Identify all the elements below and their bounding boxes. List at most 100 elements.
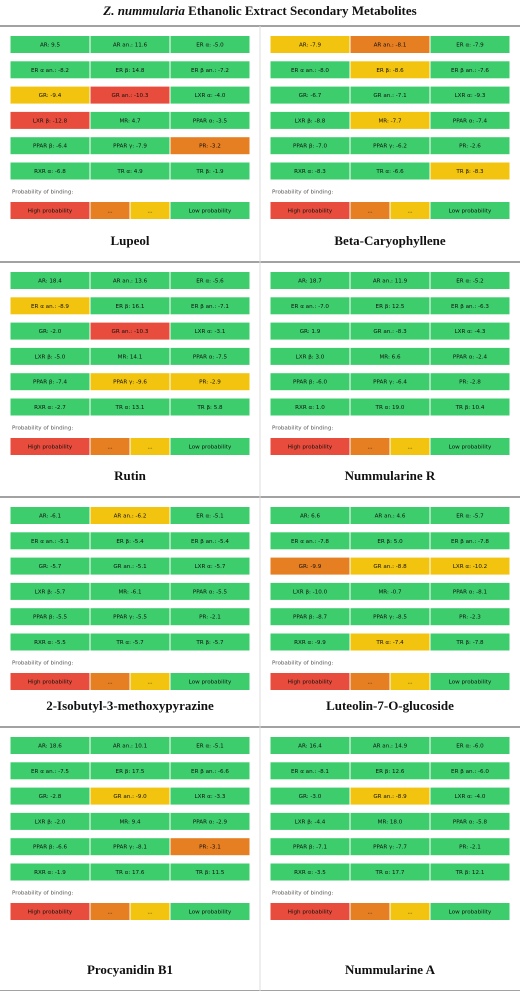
legend-label: High probability [288, 209, 333, 215]
result-cell [270, 787, 350, 805]
cell-label: ER β: 5.0 [377, 539, 403, 545]
cell-label: AR: 6.6 [300, 514, 321, 520]
result-cell [10, 787, 90, 805]
cell-label: ER β an.: -6.6 [191, 769, 229, 775]
legend-label: Low probability [189, 910, 232, 916]
cell-label: TR α: 19.0 [375, 405, 405, 411]
cell-label: ER α an.: -8.9 [31, 304, 69, 310]
result-cell [170, 737, 250, 754]
result-cell [270, 762, 350, 780]
cell-label: ER α: -5.2 [456, 279, 483, 285]
cell-label: PPAR α: -5.8 [453, 819, 488, 825]
result-cell [350, 532, 430, 550]
cell-label: GR: -5.7 [39, 564, 62, 570]
result-cell [90, 61, 170, 79]
legend-label: ... [367, 680, 373, 686]
legend-label: High probability [288, 445, 333, 451]
legend-swatch [170, 673, 250, 690]
legend-label: High probability [288, 680, 333, 686]
legend-swatch [390, 673, 430, 690]
cell-label: TR α: 13.1 [115, 405, 145, 411]
result-cell [430, 633, 510, 651]
cell-label: ER β an.: -6.3 [451, 304, 489, 310]
result-cell [170, 838, 250, 856]
legend-label: ... [147, 445, 153, 451]
result-cell [10, 61, 90, 79]
result-cell [170, 863, 250, 881]
legend-swatch [10, 903, 90, 920]
cell-label: GR an.: -10.3 [112, 329, 149, 335]
result-cell [170, 61, 250, 79]
cell-label: GR an.: -7.1 [373, 93, 407, 99]
cell-label: AR: -7.9 [299, 43, 322, 49]
result-cell [350, 557, 430, 575]
legend-label: Low probability [189, 209, 232, 215]
cell-label: AR an.: 11.6 [113, 43, 148, 49]
legend-label: Low probability [449, 445, 492, 451]
cell-label: PR: -3.2 [199, 144, 221, 150]
legend-swatch [130, 202, 170, 219]
cell-label: ER α: -5.1 [196, 514, 224, 520]
cell-label: RXR α: -2.7 [34, 405, 66, 411]
legend-swatch [350, 202, 390, 219]
cell-label: ER α an.: -5.1 [31, 539, 69, 545]
cell-label: PPAR α: -2.4 [453, 354, 488, 360]
legend-swatch [430, 673, 510, 690]
result-cell [90, 633, 170, 651]
cell-label: GR: -9.4 [39, 93, 62, 99]
result-cell [90, 557, 170, 575]
cell-label: PPAR α: -8.1 [453, 589, 488, 595]
result-cell [350, 762, 430, 780]
result-cell [10, 347, 90, 365]
result-cell [270, 86, 350, 104]
cell-label: PPAR γ: -7.7 [373, 845, 407, 851]
result-cell [430, 137, 510, 155]
result-cell [270, 137, 350, 155]
cell-label: AR an.: 13.6 [113, 279, 148, 285]
result-cell [90, 737, 170, 754]
result-cell [430, 347, 510, 365]
cell-label: PPAR γ: -9.6 [113, 380, 147, 386]
cell-label: TR β: -1.9 [195, 169, 224, 175]
cell-label: ER β: -5.4 [116, 539, 144, 545]
legend-label: Low probability [449, 910, 492, 916]
cell-label: GR: 1.9 [300, 329, 321, 335]
result-cell [10, 838, 90, 856]
result-cell [10, 863, 90, 881]
result-cell [430, 398, 510, 416]
cell-label: LXR β: -4.4 [295, 819, 326, 825]
cell-label: PPAR γ: -6.4 [373, 380, 407, 386]
cell-label: PPAR α: -5.5 [193, 589, 228, 595]
cell-label: AR an.: 10.1 [113, 744, 148, 750]
cell-label: LXR β: -5.7 [35, 589, 66, 595]
cell-label: TR α: 4.9 [116, 169, 143, 175]
result-cell [170, 111, 250, 129]
result-cell [430, 61, 510, 79]
cell-label: ER β: -8.6 [376, 68, 404, 74]
legend-caption: Probability of binding: [12, 426, 73, 432]
result-cell [10, 111, 90, 129]
cell-label: PPAR γ: -8.1 [113, 845, 147, 851]
result-cell [270, 347, 350, 365]
legend-swatch [270, 202, 350, 219]
result-cell [90, 36, 170, 53]
cell-label: ER α: -5.7 [456, 514, 484, 520]
result-cell [170, 322, 250, 340]
result-cell [350, 272, 430, 289]
cell-label: TR α: 17.7 [375, 870, 405, 876]
cell-label: RXR α: -6.8 [34, 169, 66, 175]
result-cell [90, 762, 170, 780]
cell-label: GR: -9.9 [299, 564, 322, 570]
result-cell [270, 297, 350, 315]
cell-label: PPAR β: -6.0 [293, 380, 327, 386]
cell-label: MR: 14.1 [118, 354, 143, 360]
result-cell [90, 272, 170, 289]
result-cell [10, 812, 90, 830]
result-cell [350, 582, 430, 600]
legend-label: Low probability [189, 680, 232, 686]
cell-label: LXR α: -4.0 [195, 93, 226, 99]
compound-name: Nummularine R [345, 468, 436, 483]
result-cell [90, 137, 170, 155]
legend-swatch [130, 438, 170, 455]
result-cell [350, 86, 430, 104]
